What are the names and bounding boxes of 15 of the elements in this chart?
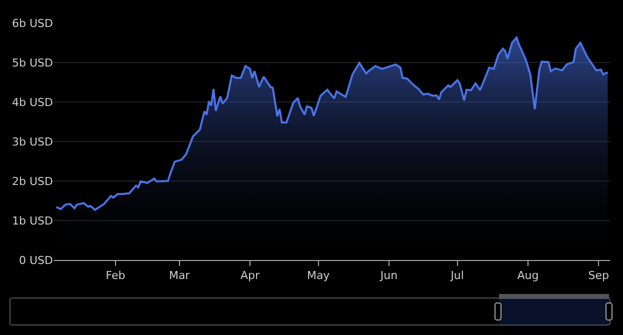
y-tick-label: 0 USD	[19, 254, 53, 267]
x-tick-label: May	[306, 269, 330, 282]
x-tick-label: Sep	[588, 269, 609, 282]
x-tick-label: Aug	[517, 269, 539, 282]
x-tick-label: Feb	[106, 269, 126, 282]
y-tick-label: 5b USD	[12, 56, 53, 70]
y-tick-label: 3b USD	[12, 135, 53, 148]
y-tick-label: 1b USD	[12, 214, 53, 228]
x-tick-label: Apr	[240, 269, 260, 282]
y-tick-label: 6b USD	[12, 16, 53, 30]
y-tick-label: 2b USD	[12, 174, 53, 188]
y-tick-label: 4b USD	[12, 96, 53, 109]
x-tick-label: Jun	[379, 269, 398, 282]
x-tick-label: Mar	[168, 269, 190, 282]
x-tick-label: Jul	[450, 269, 464, 282]
